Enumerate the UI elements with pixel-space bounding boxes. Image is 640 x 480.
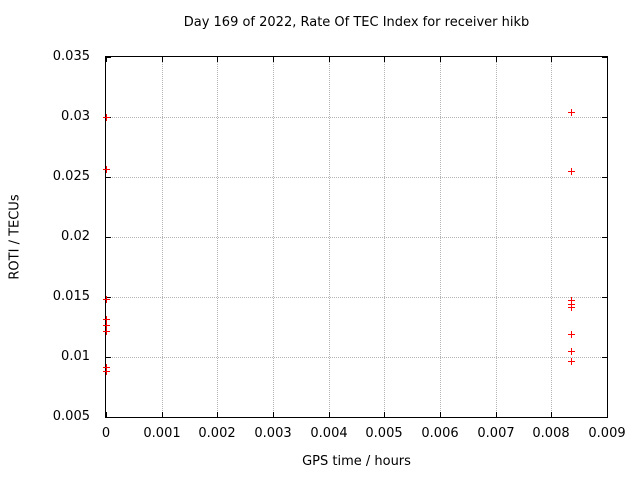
plot-area [102,56,608,418]
x-tick-mark-top [329,57,330,62]
y-tick-label: 0.02 [61,229,90,244]
x-tick-label: 0.009 [588,426,626,441]
x-tick-label: 0.005 [365,426,403,441]
y-tick-label: 0.03 [61,109,90,124]
y-tick-mark [106,117,111,118]
x-tick-label: 0.002 [198,426,236,441]
y-tick-label: 0.015 [52,289,90,304]
x-tick-mark-top [162,57,163,62]
x-tick-mark [440,412,441,417]
h-gridline [106,297,607,298]
x-tick-label: 0.006 [421,426,459,441]
x-axis-title: GPS time / hours [302,454,411,469]
x-tick-mark [496,412,497,417]
data-point-marker [567,330,575,338]
x-tick-label: 0.001 [143,426,181,441]
y-tick-mark [106,297,111,298]
x-tick-mark-top [496,57,497,62]
x-tick-mark-top [440,57,441,62]
data-point-marker [567,304,575,312]
data-point-marker [567,347,575,355]
h-gridline [106,177,607,178]
y-tick-label: 0.025 [52,169,90,184]
x-tick-label: 0.007 [477,426,515,441]
data-point-marker [102,322,110,330]
y-tick-mark-right [602,357,607,358]
y-tick-mark [106,177,111,178]
x-tick-label: 0 [101,426,111,441]
x-tick-label: 0.004 [310,426,348,441]
data-point-marker [102,328,110,336]
data-point-marker [102,166,110,174]
x-tick-mark-top [551,57,552,62]
x-tick-mark [329,412,330,417]
y-tick-mark [106,357,111,358]
data-point-marker [567,167,575,175]
x-tick-mark [551,412,552,417]
data-point-marker [102,113,110,121]
y-tick-mark [106,417,111,418]
x-tick-mark-top [217,57,218,62]
y-tick-mark-right [602,57,607,58]
data-point-marker [567,300,575,308]
data-point-marker [102,367,110,375]
y-tick-mark-right [602,417,607,418]
data-point-marker [567,108,575,116]
x-tick-mark [217,412,218,417]
y-tick-mark [106,57,111,58]
x-tick-mark [607,412,608,417]
data-point-marker [102,295,110,303]
x-tick-mark [106,412,107,417]
x-tick-mark-top [106,57,107,62]
data-point-marker [102,316,110,324]
x-tick-mark [162,412,163,417]
h-gridline [106,357,607,358]
y-tick-mark-right [602,297,607,298]
x-tick-mark-top [273,57,274,62]
h-gridline [106,117,607,118]
h-gridline [106,237,607,238]
x-tick-mark-top [607,57,608,62]
data-point-marker [102,364,110,372]
data-point-marker [567,358,575,366]
y-tick-mark-right [602,117,607,118]
y-tick-mark-right [602,237,607,238]
y-tick-mark-right [602,177,607,178]
x-tick-mark-top [384,57,385,62]
x-tick-label: 0.003 [254,426,292,441]
y-tick-label: 0.035 [52,49,90,64]
data-point-marker [567,297,575,305]
x-tick-mark [384,412,385,417]
x-tick-mark [273,412,274,417]
chart-title: Day 169 of 2022, Rate Of TEC Index for r… [183,15,530,30]
y-tick-mark [106,237,111,238]
x-tick-label: 0.008 [532,426,570,441]
y-tick-label: 0.01 [61,349,90,364]
y-tick-label: 0.005 [52,409,90,424]
